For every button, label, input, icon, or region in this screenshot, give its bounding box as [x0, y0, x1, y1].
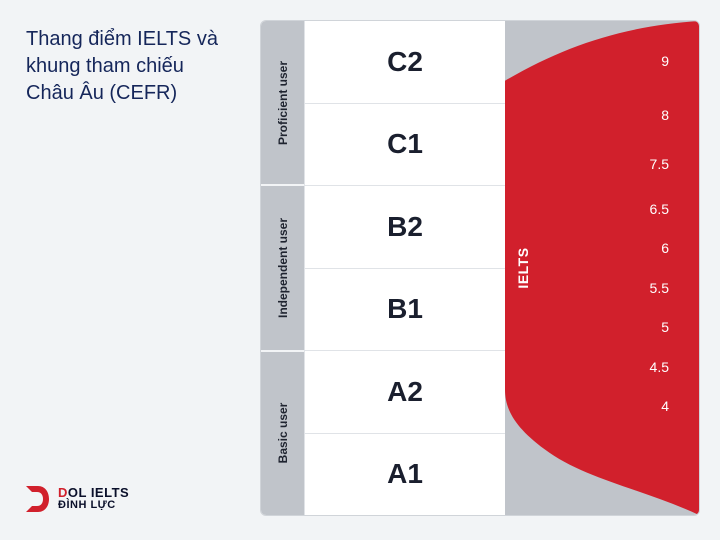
- score-value: 4: [661, 398, 669, 414]
- user-group-column: Proficient user Independent user Basic u…: [261, 21, 305, 515]
- score-value: 4.5: [650, 359, 669, 375]
- group-label: Basic user: [276, 403, 290, 464]
- level-c2: C2: [305, 21, 505, 104]
- group-basic: Basic user: [261, 352, 304, 515]
- score-value: 5: [661, 319, 669, 335]
- level-c1: C1: [305, 104, 505, 187]
- ielts-column: IELTS 9 8 7.5 6.5 6 5.5 5 4.5 4: [505, 21, 699, 515]
- ielts-wave-icon: [505, 21, 699, 515]
- score-value: 6: [661, 240, 669, 256]
- brand-logo: DOL IELTS ĐÌNH LỰC: [24, 484, 129, 514]
- logo-mark-icon: [24, 484, 50, 514]
- score-value: 7.5: [650, 156, 669, 172]
- group-label: Independent user: [276, 218, 290, 318]
- level-a1: A1: [305, 434, 505, 516]
- level-a2: A2: [305, 351, 505, 434]
- group-proficient: Proficient user: [261, 21, 304, 186]
- level-b2: B2: [305, 186, 505, 269]
- logo-text: DOL IELTS ĐÌNH LỰC: [58, 486, 129, 511]
- cefr-levels-column: C2 C1 B2 B1 A2 A1: [305, 21, 505, 515]
- group-independent: Independent user: [261, 186, 304, 351]
- level-b1: B1: [305, 269, 505, 352]
- ielts-axis-label: IELTS: [515, 247, 531, 288]
- score-value: 5.5: [650, 280, 669, 296]
- score-value: 8: [661, 107, 669, 123]
- page-title: Thang điểm IELTS và khung tham chiếu Châ…: [26, 26, 236, 107]
- score-value: 9: [661, 53, 669, 69]
- group-label: Proficient user: [276, 61, 290, 145]
- ielts-red-shape: [505, 21, 699, 515]
- score-value: 6.5: [650, 201, 669, 217]
- cefr-ielts-chart: Proficient user Independent user Basic u…: [260, 20, 700, 516]
